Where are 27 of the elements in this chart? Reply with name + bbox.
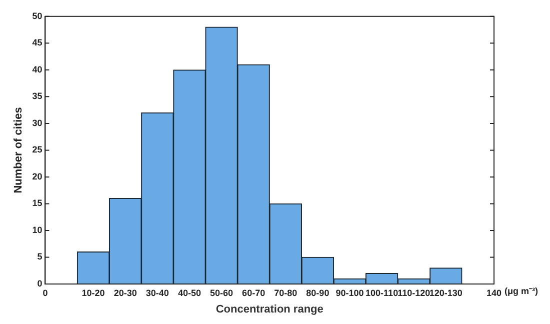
x-tick-label: 80-90 xyxy=(306,288,330,298)
y-tick-label: 0 xyxy=(37,278,42,288)
y-tick-label: 35 xyxy=(32,91,42,102)
x-tick-label: 90-100 xyxy=(336,288,364,298)
y-tick-label: 50 xyxy=(32,10,42,21)
x-tick-label: 50-60 xyxy=(210,288,234,298)
y-axis-title: Number of cities xyxy=(12,107,25,194)
x-tick-label: 140 xyxy=(486,288,502,298)
y-tick-label: 20 xyxy=(32,171,42,182)
x-axis-title: Concentration range xyxy=(216,303,324,316)
x-tick-label: 10-20 xyxy=(82,288,105,298)
x-tick-label: 30-40 xyxy=(146,288,169,298)
text: (μg m⁻³) xyxy=(504,286,538,296)
y-tick-label: 30 xyxy=(32,118,42,128)
x-tick-label: 40-50 xyxy=(178,288,201,298)
y-tick-label: 15 xyxy=(32,198,42,208)
y-tick-label: 45 xyxy=(32,38,42,48)
x-tick-label: 100-110 xyxy=(366,288,398,298)
y-tick-label: 25 xyxy=(32,144,42,155)
x-tick-label: 20-30 xyxy=(114,288,137,298)
y-tick-label: 10 xyxy=(32,224,42,235)
x-tick-label: 60-70 xyxy=(242,288,266,298)
y-tick-label: 5 xyxy=(37,252,42,262)
x-tick-label: 120-130 xyxy=(429,288,462,298)
y-tick-label: 40 xyxy=(32,64,42,74)
x-tick-label: 70-80 xyxy=(274,288,298,298)
x-tick-label: 110-120 xyxy=(398,288,430,298)
